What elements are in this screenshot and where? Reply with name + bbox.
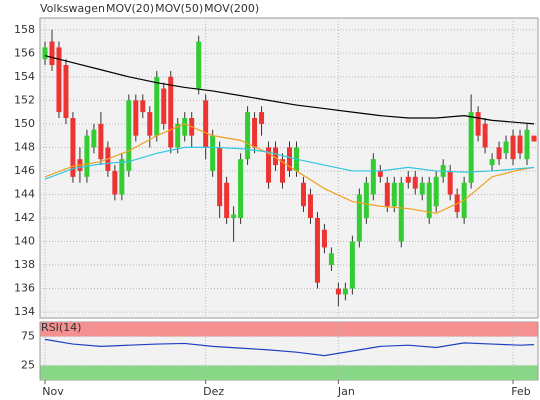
line-series: [44, 55, 535, 125]
legend-label: RSI(14): [41, 321, 81, 334]
candle-body: [482, 123, 488, 148]
rsi-overbought-band: [40, 322, 538, 337]
candle-body: [259, 112, 265, 124]
candle-body: [447, 170, 453, 195]
y-tick-label: 134: [14, 305, 35, 318]
candle-body: [314, 218, 320, 283]
y-tick-label: 150: [14, 117, 35, 130]
candle-body: [384, 182, 390, 207]
candle-body: [49, 41, 55, 66]
candle-body: [419, 182, 425, 195]
candle-body: [203, 100, 209, 148]
line-series: [44, 338, 535, 357]
legend-label: Volkswagen: [40, 2, 105, 15]
y-tick-label: 140: [14, 235, 35, 248]
candle-body: [168, 76, 174, 148]
candle-body: [280, 159, 286, 183]
candle-body: [273, 147, 279, 166]
y-tick-label: 144: [14, 187, 35, 200]
candle-body: [231, 214, 237, 218]
candle-body: [210, 135, 216, 171]
y-tick-label: 146: [14, 164, 35, 177]
candle-body: [405, 176, 411, 183]
y-tick-label: 142: [14, 211, 35, 224]
candle-body: [307, 194, 313, 218]
candle-body: [196, 41, 202, 89]
legend-label: MOV(50): [155, 2, 203, 15]
candle-body: [335, 288, 341, 295]
candle-body: [377, 170, 383, 177]
candle-body: [133, 100, 139, 136]
candle-body: [266, 147, 272, 183]
candle-body: [412, 176, 418, 189]
candle-body: [217, 147, 223, 207]
candle-body: [98, 123, 104, 160]
candle-body: [524, 129, 530, 160]
candle-body: [238, 159, 244, 218]
candle-body: [126, 100, 132, 171]
candle-body: [426, 182, 432, 218]
y-tick-label: 158: [14, 23, 35, 36]
candle-body: [287, 147, 292, 171]
y-tick-label: 148: [14, 140, 35, 153]
candle-body: [245, 112, 251, 160]
candle-body: [517, 135, 523, 154]
y-tick-label: 138: [14, 258, 35, 271]
x-tick-label: Feb: [511, 385, 530, 398]
x-tick-label: Nov: [42, 385, 64, 398]
rsi-tick-label: 25: [21, 359, 35, 372]
candle-body: [489, 159, 495, 166]
candle-body: [349, 241, 355, 289]
candle-body: [363, 182, 369, 218]
candle-body: [433, 176, 439, 207]
candle-body: [510, 135, 516, 160]
candle-body: [112, 170, 118, 195]
line-series: [44, 146, 535, 180]
y-tick-label: 136: [14, 282, 35, 295]
candle-body: [370, 159, 376, 195]
candle-body: [503, 141, 509, 154]
candle-body: [496, 147, 502, 160]
candle-body: [328, 253, 334, 266]
y-tick-label: 154: [14, 70, 35, 83]
candle-body: [182, 118, 188, 136]
legend-label: MOV(20): [106, 2, 154, 15]
candle-body: [91, 129, 97, 148]
candle-body: [147, 112, 153, 136]
x-tick-label: Jan: [337, 385, 355, 398]
candle-body: [531, 135, 537, 142]
rsi-oversold-band: [40, 365, 538, 380]
candle-body: [63, 65, 69, 118]
candle-body: [468, 112, 474, 183]
candle-body: [140, 100, 146, 113]
candle-body: [356, 194, 362, 242]
candle-body: [300, 182, 306, 207]
legend-label: MOV(200): [204, 2, 259, 15]
candle-body: [42, 47, 48, 60]
rsi-tick-label: 75: [21, 330, 35, 343]
candle-body: [342, 288, 348, 295]
candle-body: [70, 118, 76, 177]
candle-body: [161, 88, 167, 124]
candle-body: [154, 76, 160, 136]
candle-body: [475, 112, 481, 136]
candle-body: [391, 182, 397, 207]
x-tick-label: Dez: [203, 385, 224, 398]
candle-body: [84, 135, 90, 177]
candle-body: [119, 159, 125, 195]
candle-body: [321, 229, 327, 248]
candle-body: [398, 182, 404, 242]
candle-body: [56, 47, 62, 113]
line-series: [44, 123, 535, 214]
candle-body: [175, 123, 181, 148]
y-tick-label: 152: [14, 93, 35, 106]
y-tick-label: 156: [14, 46, 35, 59]
candle-body: [252, 118, 258, 148]
candle-body: [224, 182, 230, 218]
